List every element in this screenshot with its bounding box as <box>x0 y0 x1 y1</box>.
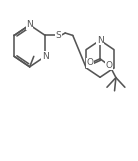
Text: O: O <box>87 58 93 67</box>
Text: N: N <box>97 36 103 45</box>
Text: O: O <box>106 61 112 70</box>
Text: N: N <box>26 20 33 29</box>
Text: S: S <box>55 31 61 40</box>
Text: N: N <box>42 52 49 61</box>
